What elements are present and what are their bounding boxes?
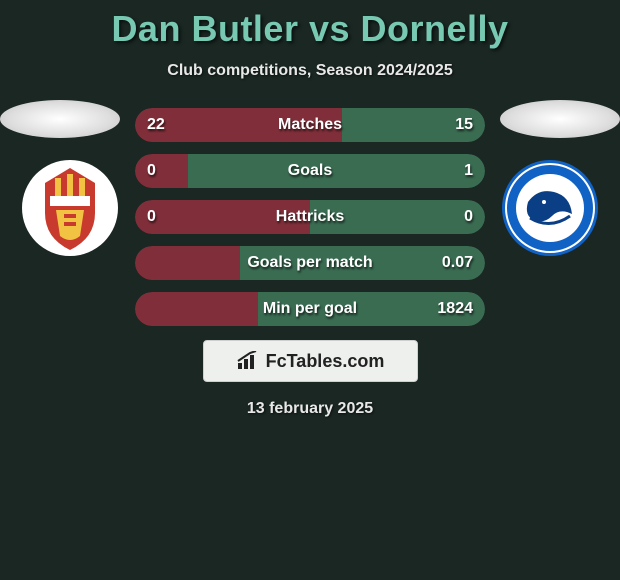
stat-label: Goals per match	[247, 254, 372, 272]
stat-value-right: 0.07	[442, 254, 473, 272]
comparison-panel: Matches 22 15 Goals 0 1 Hattricks 0 0 Goals per m…	[0, 108, 620, 326]
stat-value-right: 15	[455, 116, 473, 134]
page-subtitle: Club competitions, Season 2024/2025	[0, 62, 620, 80]
crest-right-icon	[500, 158, 600, 258]
brand-text: FcTables.com	[266, 351, 385, 372]
player-right-silhouette	[500, 100, 620, 138]
date-text: 13 february 2025	[0, 400, 620, 418]
stat-row: Goals 0 1	[135, 154, 485, 188]
stat-value-left: 0	[147, 208, 156, 226]
club-crest-left	[20, 158, 120, 258]
stat-row: Matches 22 15	[135, 108, 485, 142]
chart-icon	[236, 351, 260, 371]
club-crest-right	[500, 158, 600, 258]
page-title: Dan Butler vs Dornelly	[0, 0, 620, 50]
stat-bar-right	[188, 154, 486, 188]
stat-label: Min per goal	[263, 300, 357, 318]
stat-value-right: 1824	[437, 300, 473, 318]
stat-row: Min per goal 1824	[135, 292, 485, 326]
stat-bars: Matches 22 15 Goals 0 1 Hattricks 0 0 Goals per m…	[135, 108, 485, 326]
stat-value-right: 1	[464, 162, 473, 180]
crest-left-icon	[20, 158, 120, 258]
stat-value-left: 22	[147, 116, 165, 134]
stat-label: Hattricks	[276, 208, 344, 226]
stat-bar-left	[135, 154, 188, 188]
player-left-silhouette	[0, 100, 120, 138]
stat-label: Matches	[278, 116, 342, 134]
brand-badge: FcTables.com	[203, 340, 418, 382]
stat-label: Goals	[288, 162, 332, 180]
stat-value-left: 0	[147, 162, 156, 180]
stat-value-right: 0	[464, 208, 473, 226]
stat-bar-left	[135, 292, 258, 326]
stat-row: Goals per match 0.07	[135, 246, 485, 280]
stat-row: Hattricks 0 0	[135, 200, 485, 234]
stat-bar-left	[135, 246, 240, 280]
